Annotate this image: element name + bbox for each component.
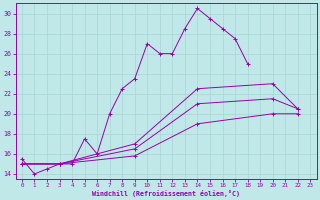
X-axis label: Windchill (Refroidissement éolien,°C): Windchill (Refroidissement éolien,°C) [92,190,240,197]
